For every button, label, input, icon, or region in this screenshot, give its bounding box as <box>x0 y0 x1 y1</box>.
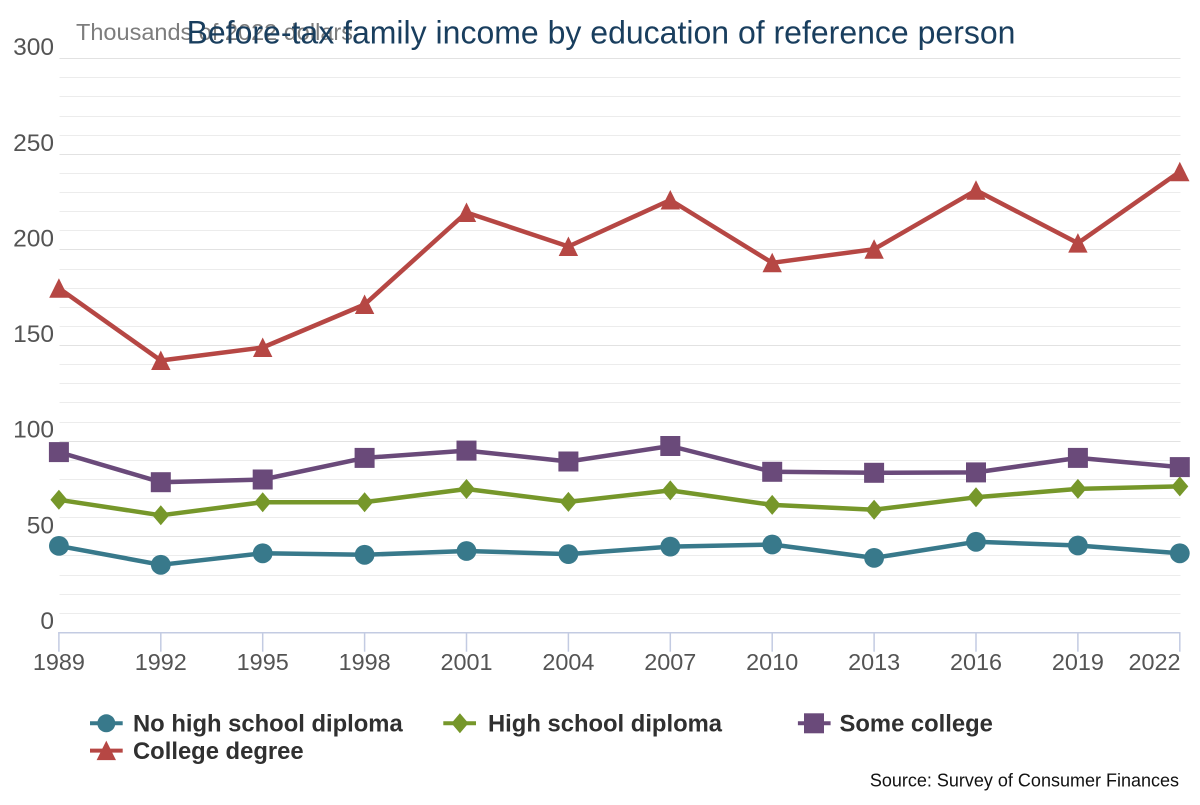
svg-text:300: 300 <box>13 34 54 61</box>
svg-text:High school diploma: High school diploma <box>488 711 723 738</box>
svg-text:1998: 1998 <box>339 649 391 675</box>
svg-text:2016: 2016 <box>950 649 1002 675</box>
svg-text:2019: 2019 <box>1052 649 1104 675</box>
svg-text:2007: 2007 <box>644 649 696 675</box>
svg-text:100: 100 <box>13 417 54 444</box>
svg-text:1992: 1992 <box>135 649 187 675</box>
svg-text:0: 0 <box>40 608 54 635</box>
svg-text:No high school diploma: No high school diploma <box>133 711 403 738</box>
svg-text:College degree: College degree <box>133 738 304 765</box>
svg-text:Some college: Some college <box>840 711 993 738</box>
svg-text:2004: 2004 <box>542 649 594 675</box>
svg-text:2013: 2013 <box>848 649 900 675</box>
svg-text:Source: Survey of Consumer Fin: Source: Survey of Consumer Finances <box>870 771 1179 791</box>
svg-text:2010: 2010 <box>746 649 798 675</box>
svg-text:1989: 1989 <box>33 649 85 675</box>
svg-text:200: 200 <box>13 226 54 253</box>
svg-text:150: 150 <box>13 321 54 348</box>
svg-text:Before-tax family income by ed: Before-tax family income by education of… <box>187 15 1016 51</box>
svg-text:50: 50 <box>27 512 54 539</box>
svg-text:2022: 2022 <box>1128 649 1180 675</box>
svg-text:Thousands of 2022 dollars: Thousands of 2022 dollars <box>76 19 353 45</box>
svg-text:250: 250 <box>13 130 54 157</box>
svg-text:2001: 2001 <box>440 649 492 675</box>
svg-text:1995: 1995 <box>237 649 289 675</box>
